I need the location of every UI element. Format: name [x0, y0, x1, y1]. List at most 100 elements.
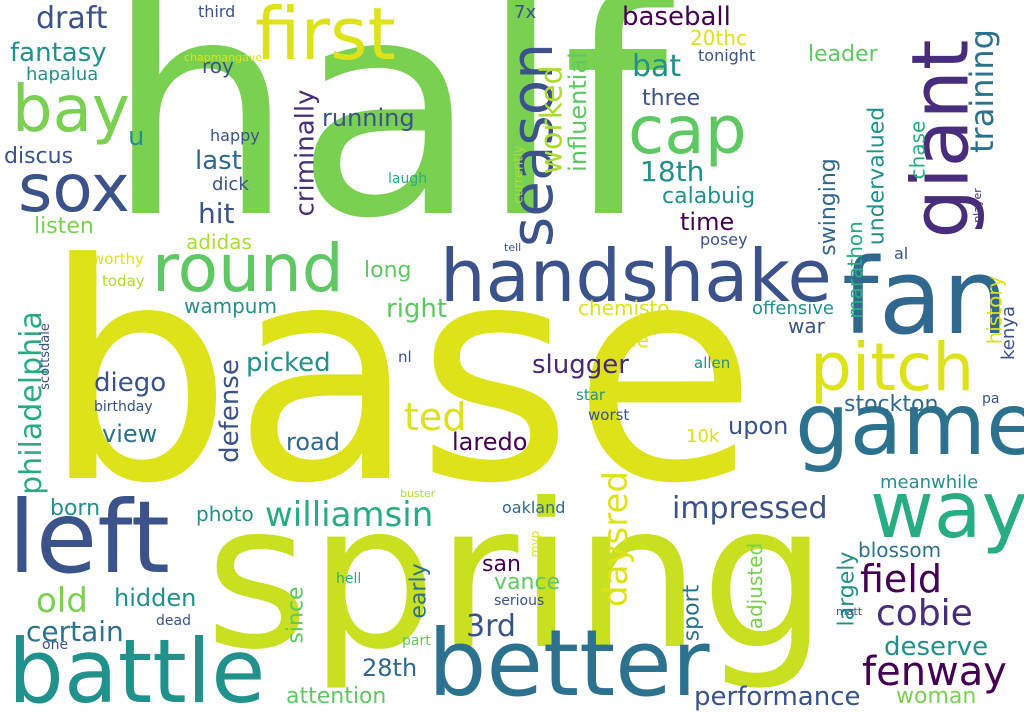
word-performance: performance	[694, 682, 861, 712]
word-diego: diego	[94, 368, 167, 398]
word-training: training	[962, 29, 1001, 153]
word-3rd: 3rd	[466, 609, 516, 644]
word-serious: serious	[494, 593, 545, 609]
word-matt: matt	[836, 605, 863, 618]
word-allen: allen	[694, 354, 731, 372]
word-ted: ted	[404, 395, 467, 439]
word-photo: photo	[196, 502, 254, 526]
word-al: al	[894, 244, 909, 263]
word-hapalua: hapalua	[26, 64, 99, 85]
word-field: field	[860, 557, 942, 601]
word-defense: defense	[214, 359, 245, 463]
word-stockton: stockton	[844, 392, 939, 417]
word-tonight: tonight	[698, 46, 756, 65]
word-listen: listen	[34, 214, 94, 239]
word-slugger: slugger	[532, 350, 629, 380]
word-sox: sox	[18, 150, 130, 227]
word-chapmangave: chapmangave	[184, 51, 263, 64]
word-born: born	[50, 496, 101, 521]
word-impressed: impressed	[672, 491, 828, 526]
word-pitch: pitch	[810, 329, 975, 406]
word-nl: nl	[398, 348, 412, 366]
word-war: war	[788, 314, 825, 338]
word-u: u	[128, 122, 145, 152]
word-half: half	[105, 0, 668, 284]
word-attention: attention	[286, 684, 387, 709]
word-oakland: oakland	[502, 498, 566, 517]
word-calabuig: calabuig	[662, 184, 756, 209]
word-7x: 7x	[514, 2, 537, 23]
word-fan: fan	[842, 236, 1009, 358]
word-dick: dick	[212, 174, 249, 195]
word-baseball: baseball	[622, 2, 731, 32]
word-chemisto: chemisto	[578, 296, 670, 320]
word-vance: vance	[494, 570, 561, 595]
word-blossom: blossom	[858, 538, 942, 562]
word-time: time	[680, 208, 735, 236]
word-deserve: deserve	[884, 632, 989, 662]
word-fantasy: fantasy	[10, 38, 107, 68]
word-tell: tell	[504, 241, 522, 254]
word-leader: leader	[808, 42, 878, 67]
word-last: last	[195, 146, 242, 176]
word-mile: mile	[606, 328, 649, 352]
word-worthy: worthy	[92, 250, 144, 268]
word-base: base	[42, 200, 758, 549]
word-better: better	[428, 610, 710, 717]
word-three: three	[642, 86, 701, 111]
word-laugh: laugh	[388, 171, 428, 187]
word-one: one	[42, 637, 69, 653]
word-round: round	[152, 230, 344, 307]
word-hidden: hidden	[114, 584, 197, 612]
word-laredo: laredo	[452, 428, 528, 456]
word-wampum: wampum	[184, 294, 277, 318]
word-williamsin: williamsin	[265, 495, 434, 535]
word-hell: hell	[336, 571, 362, 587]
word-kenya: kenya	[997, 306, 1019, 360]
word-cap: cap	[628, 92, 747, 169]
word-running: running	[322, 104, 415, 132]
word-fenway: fenway	[862, 649, 1007, 695]
word-right: right	[386, 294, 448, 324]
word-woman: woman	[896, 684, 977, 709]
word-offensive: offensive	[752, 298, 835, 319]
word-criminally: criminally	[290, 89, 321, 217]
word-view: view	[102, 420, 158, 448]
word-first: first	[255, 0, 396, 76]
word-old: old	[36, 581, 88, 621]
word-early: early	[406, 563, 432, 619]
word-today: today	[102, 272, 145, 290]
word-18th: 18th	[640, 155, 705, 188]
word-buster: buster	[400, 487, 436, 500]
word-handshake: handshake	[440, 234, 832, 318]
word-mvp: mvp	[528, 530, 543, 558]
word-happy: happy	[210, 126, 260, 145]
word-10k: 10k	[686, 426, 720, 447]
word-cobie: cobie	[876, 593, 973, 634]
word-influential: influential	[563, 52, 592, 172]
word-discus: discus	[4, 144, 74, 169]
word-spring: spring	[205, 461, 828, 694]
word-undervalued: undervalued	[864, 106, 890, 246]
word-worst: worst	[588, 406, 630, 424]
word-bat: bat	[632, 49, 682, 84]
word-left: left	[8, 479, 170, 596]
word-star: star	[576, 386, 606, 404]
word-game: game	[795, 375, 1024, 475]
word-san: san	[482, 552, 521, 577]
word-posey: posey	[700, 230, 748, 249]
word-since: since	[283, 586, 309, 644]
word-way: way	[870, 466, 1024, 556]
word-upon: upon	[728, 412, 789, 440]
word-long: long	[364, 258, 412, 283]
word-draft: draft	[36, 1, 108, 36]
word-adidas: adidas	[186, 230, 252, 254]
word-hit: hit	[198, 197, 235, 230]
word-chase: chase	[905, 120, 930, 180]
word-28th: 28th	[362, 654, 418, 682]
word-swinging: swinging	[815, 158, 841, 256]
word-bay: bay	[12, 73, 130, 147]
word-marathon: marathon	[842, 221, 867, 319]
word-birthday: birthday	[94, 399, 153, 415]
